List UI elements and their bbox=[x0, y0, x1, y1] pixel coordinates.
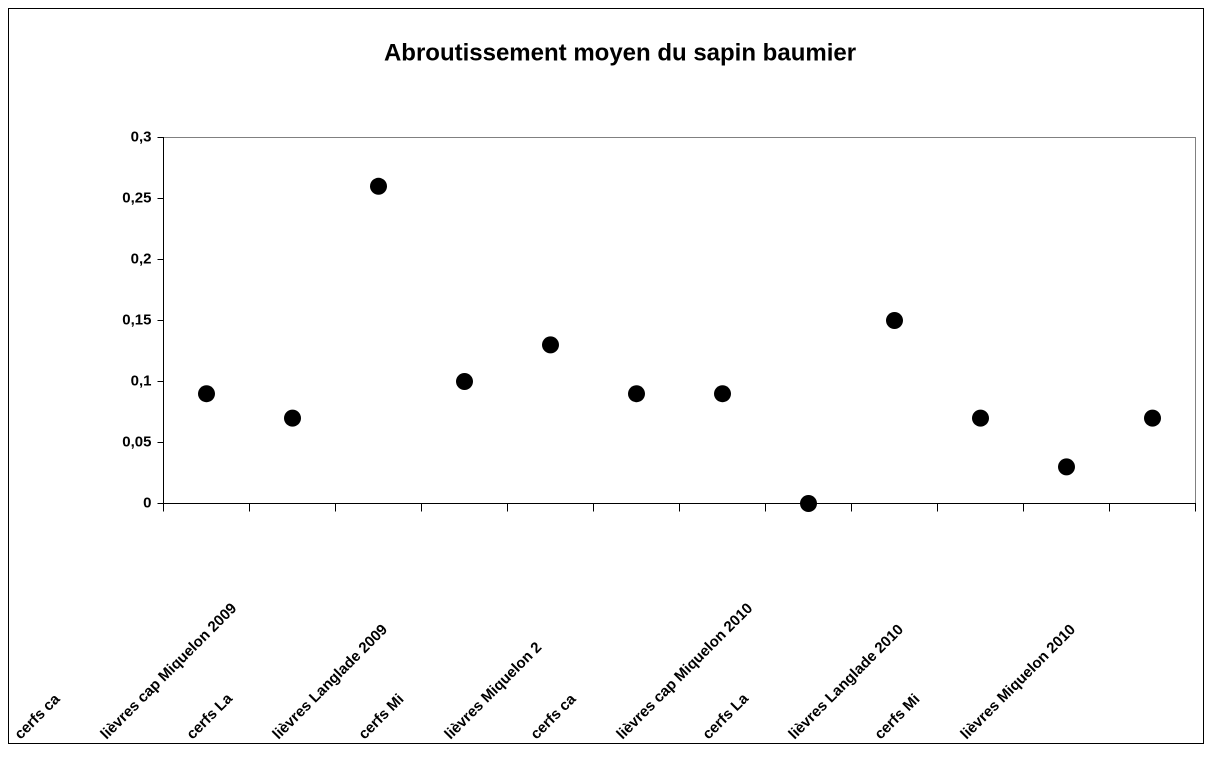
y-tick-label: 0,25 bbox=[122, 189, 151, 206]
marker bbox=[714, 385, 731, 403]
marker bbox=[198, 385, 215, 403]
y-tick-label: 0,3 bbox=[131, 128, 152, 145]
marker bbox=[456, 373, 473, 390]
chart-title: Abroutissement moyen du sapin baumier bbox=[384, 39, 856, 66]
marker bbox=[1144, 409, 1161, 427]
marker bbox=[628, 385, 645, 403]
y-tick-label: 0 bbox=[143, 494, 151, 511]
marker bbox=[1058, 458, 1075, 476]
marker bbox=[542, 336, 559, 354]
y-tick-label: 0,2 bbox=[131, 250, 152, 267]
marker bbox=[284, 409, 301, 427]
marker bbox=[972, 409, 989, 427]
marker bbox=[886, 312, 903, 329]
y-tick-label: 0,1 bbox=[131, 372, 152, 389]
y-tick-label: 0,05 bbox=[122, 433, 151, 450]
chart-frame bbox=[8, 8, 1204, 744]
marker bbox=[370, 177, 387, 195]
y-tick-label: 0,15 bbox=[122, 311, 151, 328]
marker bbox=[800, 495, 817, 512]
